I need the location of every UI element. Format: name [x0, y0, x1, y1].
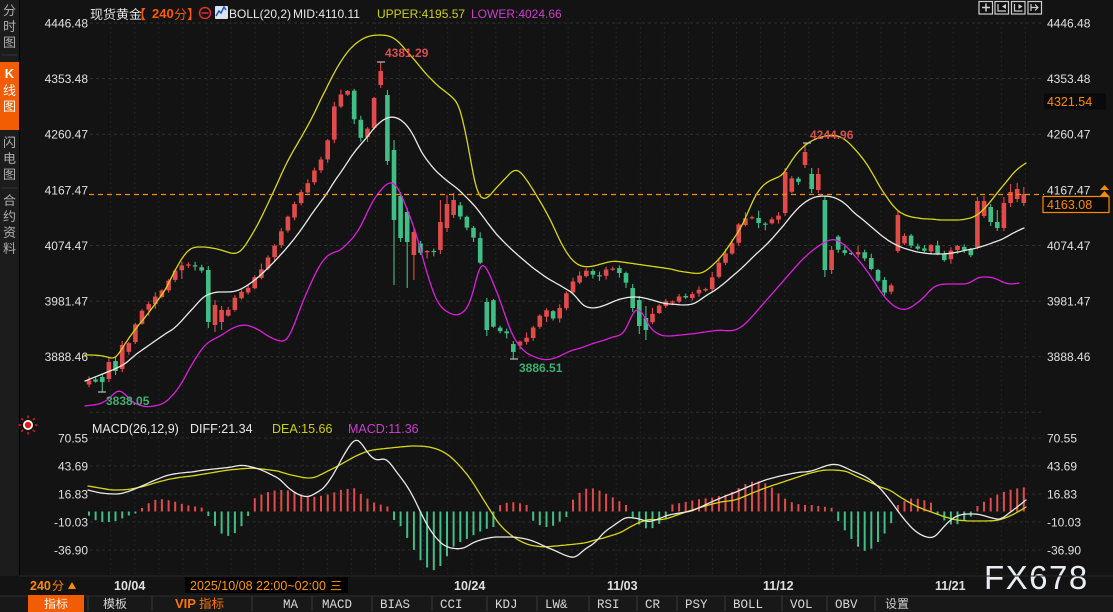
svg-text:4353.48: 4353.48 — [45, 72, 89, 86]
svg-text:70.55: 70.55 — [1047, 432, 1077, 446]
svg-text:-36.90: -36.90 — [1047, 544, 1081, 558]
svg-text:OBV: OBV — [835, 598, 858, 612]
svg-text:-10.03: -10.03 — [54, 516, 88, 530]
svg-text:K: K — [5, 66, 15, 81]
svg-text:DIFF:21.34: DIFF:21.34 — [190, 422, 253, 436]
svg-text:11/12: 11/12 — [763, 579, 794, 593]
svg-text:MACD: MACD — [322, 598, 352, 612]
svg-text:MACD:11.36: MACD:11.36 — [348, 422, 419, 436]
svg-text:BOLL(20,2): BOLL(20,2) — [229, 7, 291, 21]
svg-text:MACD(26,12,9): MACD(26,12,9) — [92, 422, 179, 436]
svg-text:4321.54: 4321.54 — [1047, 95, 1092, 109]
svg-text:240: 240 — [30, 579, 51, 593]
svg-text:4074.47: 4074.47 — [1047, 239, 1091, 253]
svg-text:10/24: 10/24 — [454, 579, 485, 593]
svg-text:4260.47: 4260.47 — [1047, 128, 1091, 142]
svg-text:-10.03: -10.03 — [1047, 516, 1081, 530]
svg-text:16.83: 16.83 — [58, 488, 88, 502]
svg-text:-36.90: -36.90 — [54, 544, 88, 558]
svg-text:4244.96: 4244.96 — [810, 128, 854, 142]
svg-text:4167.47: 4167.47 — [45, 183, 89, 197]
svg-text:BIAS: BIAS — [380, 598, 410, 612]
svg-text:MID:4110.11: MID:4110.11 — [293, 7, 360, 21]
svg-text:MA: MA — [283, 598, 299, 612]
svg-text:CCI: CCI — [440, 598, 463, 612]
svg-text:FX678: FX678 — [984, 559, 1089, 596]
svg-text:16.83: 16.83 — [1047, 488, 1077, 502]
svg-text:4260.47: 4260.47 — [45, 128, 89, 142]
svg-text:240: 240 — [152, 6, 174, 21]
svg-text:BOLL: BOLL — [733, 598, 763, 612]
svg-text:4381.29: 4381.29 — [385, 46, 429, 60]
svg-text:3838.05: 3838.05 — [106, 394, 150, 408]
svg-text:11/03: 11/03 — [607, 579, 638, 593]
svg-text:RSI: RSI — [597, 598, 620, 612]
svg-text:KDJ: KDJ — [495, 598, 518, 612]
svg-text:PSY: PSY — [685, 598, 708, 612]
svg-text:4167.47: 4167.47 — [1047, 183, 1091, 197]
svg-text:4446.48: 4446.48 — [45, 17, 89, 31]
svg-text:4163.08: 4163.08 — [1047, 198, 1092, 212]
svg-text:3886.51: 3886.51 — [519, 361, 563, 375]
svg-text:2025/10/08 22:00~02:00: 2025/10/08 22:00~02:00 — [190, 579, 326, 593]
svg-text:LOWER:4024.66: LOWER:4024.66 — [471, 7, 562, 21]
svg-text:4446.48: 4446.48 — [1047, 17, 1091, 31]
svg-text:VOL: VOL — [790, 598, 813, 612]
svg-text:VIP: VIP — [175, 596, 196, 611]
svg-text:3888.46: 3888.46 — [1047, 350, 1091, 364]
svg-text:11/21: 11/21 — [935, 579, 966, 593]
svg-text:DEA:15.66: DEA:15.66 — [272, 422, 333, 436]
svg-text:3981.47: 3981.47 — [45, 295, 89, 309]
svg-text:4353.48: 4353.48 — [1047, 72, 1091, 86]
svg-text:UPPER:4195.57: UPPER:4195.57 — [377, 7, 465, 21]
svg-text:3888.46: 3888.46 — [45, 350, 89, 364]
svg-text:3981.47: 3981.47 — [1047, 295, 1091, 309]
svg-text:70.55: 70.55 — [58, 432, 88, 446]
svg-text:CR: CR — [645, 598, 661, 612]
svg-text:4074.47: 4074.47 — [45, 239, 89, 253]
svg-text:LW&: LW& — [545, 598, 568, 612]
svg-text:43.69: 43.69 — [1047, 460, 1077, 474]
svg-text:10/04: 10/04 — [114, 579, 145, 593]
svg-text:43.69: 43.69 — [58, 460, 88, 474]
